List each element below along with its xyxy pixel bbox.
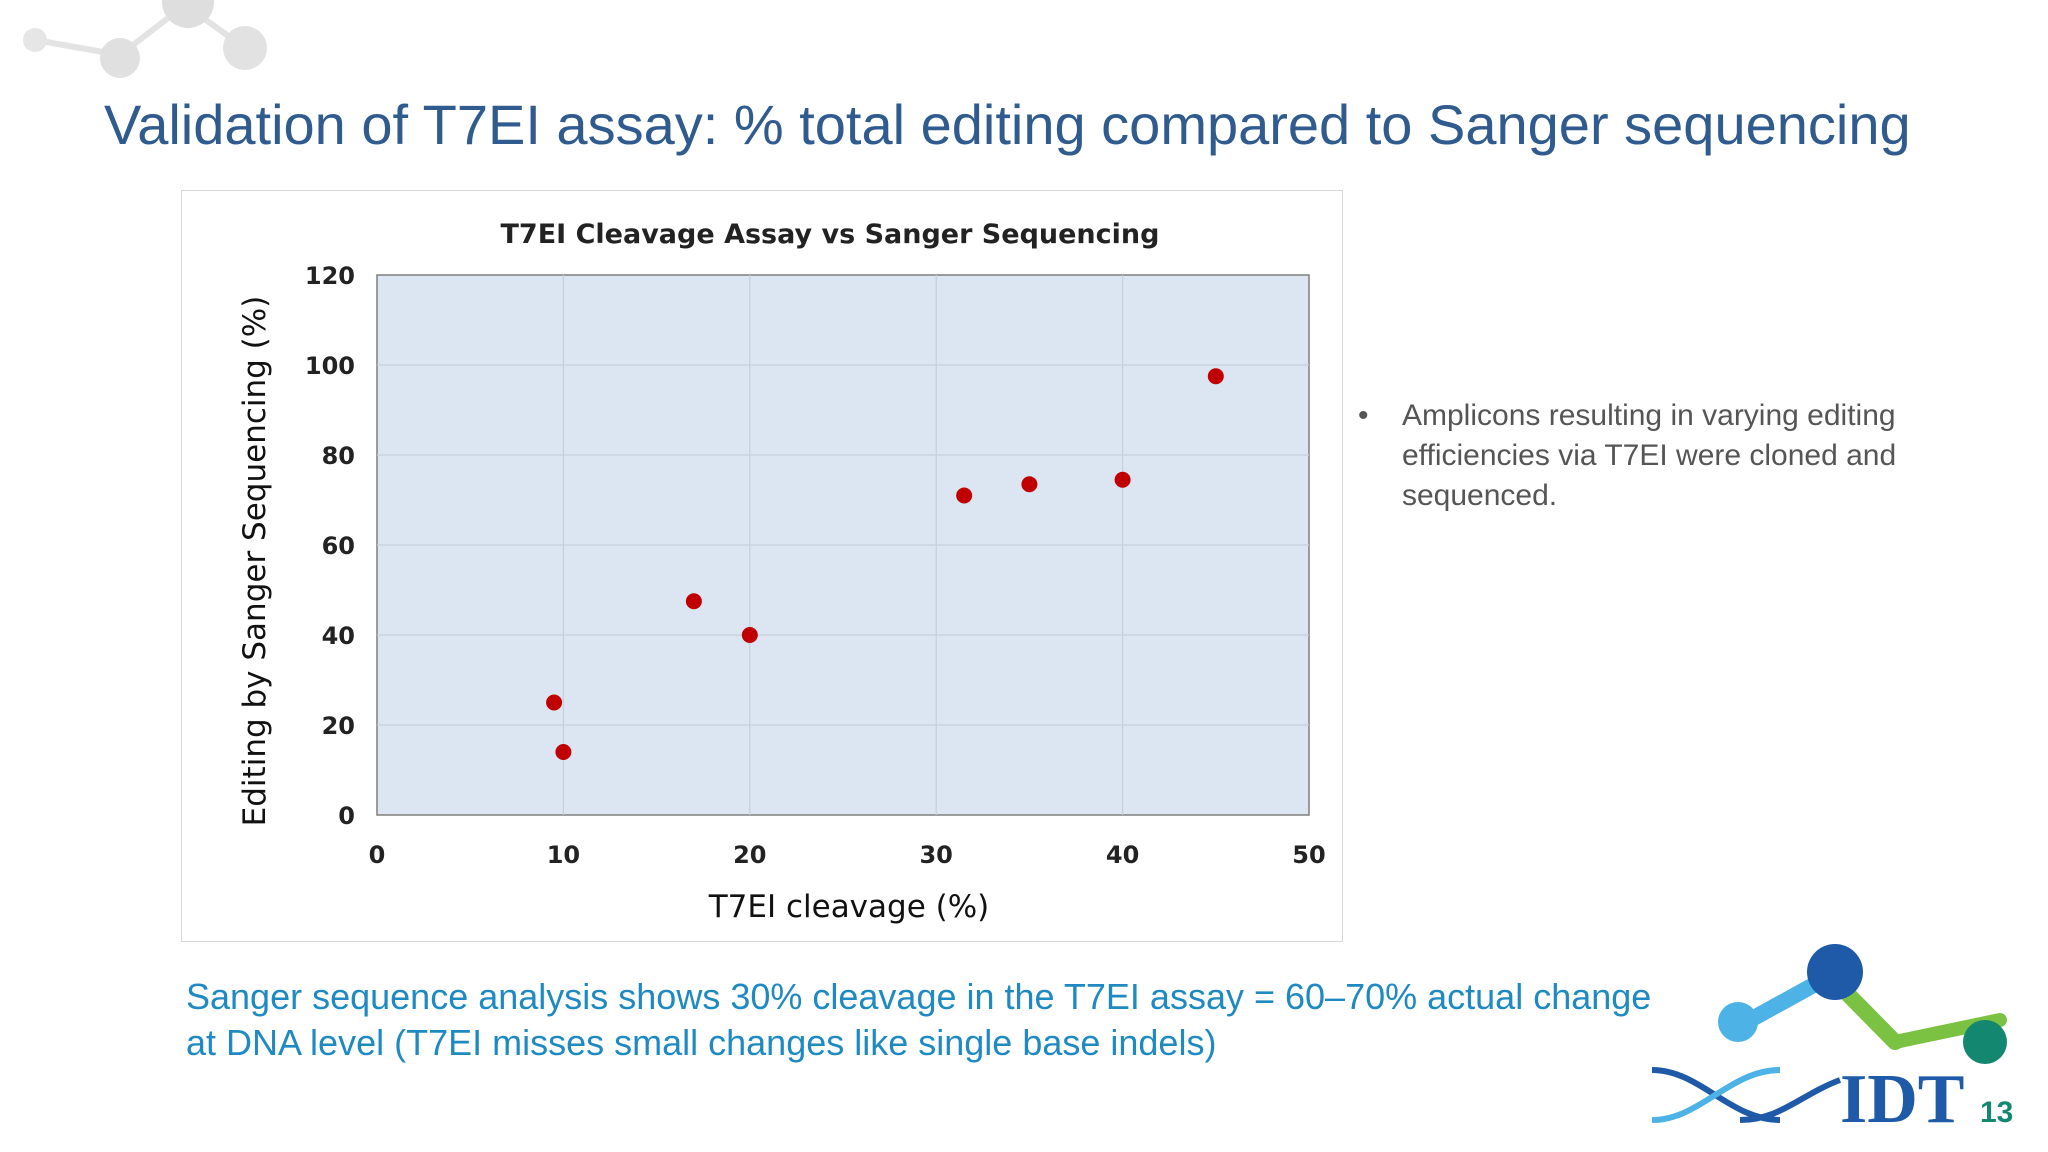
y-tick-label: 60 [322,532,355,560]
slide-title: Validation of T7EI assay: % total editin… [104,93,1911,156]
data-point [555,744,572,760]
y-axis-title: Editing by Sanger Sequencing (%) [237,296,273,827]
grid-lines [377,275,1309,815]
molecule-icon [1718,944,2007,1064]
dna-helix-icon [1651,1067,1842,1123]
x-tick-labels: 0 10 20 30 40 50 [369,841,1326,869]
y-tick-label: 100 [305,352,355,380]
chart-frame: 0 10 20 30 40 50 0 20 40 60 80 100 120 T7EI Cleavag… [181,190,1343,942]
x-tick-label: 30 [919,841,952,869]
x-tick-label: 50 [1292,841,1325,869]
x-axis-title: T7EI cleavage (%) [708,889,990,925]
data-point [1021,476,1038,493]
bullet-text: Amplicons resulting in varying editing e… [1402,399,1897,512]
y-tick-label: 120 [305,262,355,290]
data-point [956,487,973,504]
y-tick-label: 0 [338,802,355,830]
y-tick-label: 20 [322,712,355,740]
x-tick-label: 0 [369,841,386,869]
molecule-decoration-icon [23,0,267,78]
scatter-chart: 0 10 20 30 40 50 0 20 40 60 80 100 120 T7EI Cleavag… [237,219,1326,925]
caption: Sanger sequence analysis shows 30% cleav… [186,974,1746,1066]
x-tick-label: 40 [1106,841,1139,869]
data-point [741,627,758,643]
y-tick-label: 80 [322,442,355,470]
idt-logo: IDT [1651,944,2007,1130]
data-point [685,593,702,610]
bullet-dot-icon: • [1358,399,1369,432]
chart-title: T7EI Cleavage Assay vs Sanger Sequencing [501,219,1160,250]
data-point [546,694,563,711]
data-points [546,368,1224,760]
caption-line-2: at DNA level (T7EI misses small changes … [186,1022,1217,1063]
x-tick-label: 20 [733,841,766,869]
y-tick-label: 40 [322,622,355,650]
caption-line-1: Sanger sequence analysis shows 30% cleav… [186,976,1652,1017]
y-tick-labels: 0 20 40 60 80 100 120 [305,262,355,830]
data-point [1207,368,1224,385]
logo-text: IDT [1840,1061,1964,1130]
x-tick-label: 10 [547,841,580,869]
data-point [1114,471,1131,488]
page-number: 13 [1980,1096,2014,1129]
